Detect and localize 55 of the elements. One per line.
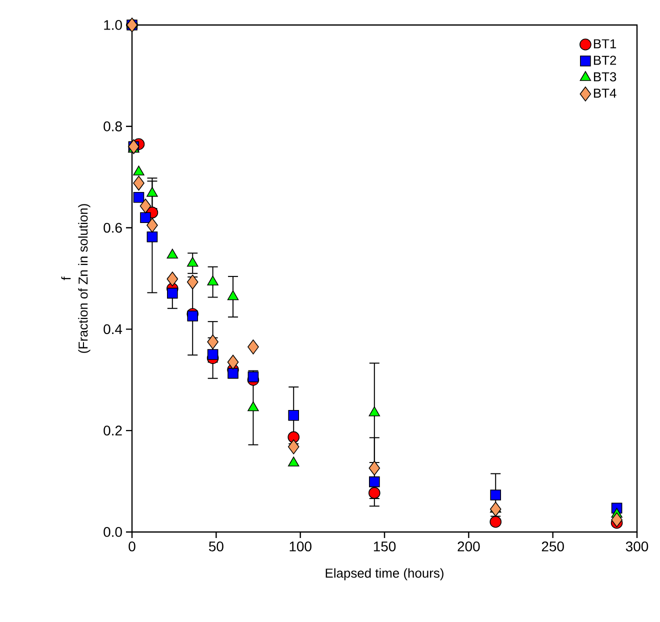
point — [490, 516, 502, 528]
point — [186, 274, 198, 290]
point — [167, 288, 178, 299]
y-tick-label: 0.6 — [104, 222, 122, 233]
point — [166, 272, 178, 286]
x-tick-label: 250 — [542, 541, 564, 552]
point — [207, 276, 218, 286]
point — [288, 456, 300, 466]
legend-label: BT4 — [594, 88, 616, 98]
point — [227, 290, 239, 300]
point — [133, 166, 144, 176]
y-tick-label: 1.0 — [104, 20, 122, 30]
point — [490, 490, 502, 500]
text: f — [61, 276, 71, 280]
point — [368, 460, 380, 476]
y-tick-label: 0.2 — [104, 426, 122, 436]
x-axis-title: Elapsed time (hours) — [326, 568, 444, 580]
point — [368, 406, 380, 416]
point — [288, 439, 300, 454]
point — [368, 487, 380, 499]
y-tick-label: 0.4 — [104, 324, 122, 334]
x-tick-label: 300 — [626, 541, 648, 552]
legend-label: BT1 — [594, 39, 616, 48]
point — [140, 198, 152, 214]
x-tick-label: 150 — [374, 541, 396, 552]
x-tick-label: 200 — [458, 541, 480, 552]
point — [611, 512, 622, 528]
point — [288, 410, 300, 421]
legend-label: BT2 — [594, 56, 616, 65]
point — [207, 349, 218, 360]
point — [187, 310, 198, 322]
text: (Fraction of Zn in solution) — [78, 204, 90, 353]
point — [248, 340, 259, 354]
point — [248, 401, 259, 412]
point — [146, 218, 158, 233]
point — [146, 232, 158, 242]
point — [288, 431, 300, 444]
point — [228, 368, 238, 379]
point — [207, 334, 218, 350]
point — [133, 192, 144, 203]
y-tick-label: 0.8 — [104, 121, 122, 132]
point — [166, 248, 178, 259]
x-tick-label: 100 — [290, 541, 312, 552]
point — [490, 502, 502, 517]
point — [369, 476, 380, 488]
point — [133, 176, 144, 191]
point — [187, 256, 198, 267]
y-tick-label: 0.0 — [104, 527, 122, 537]
x-tick-label: 50 — [208, 541, 224, 552]
x-tick-label: 0 — [128, 541, 136, 552]
point — [140, 212, 151, 224]
point — [248, 371, 259, 382]
point — [227, 354, 239, 370]
legend-label: BT3 — [594, 72, 616, 82]
point — [146, 186, 158, 197]
